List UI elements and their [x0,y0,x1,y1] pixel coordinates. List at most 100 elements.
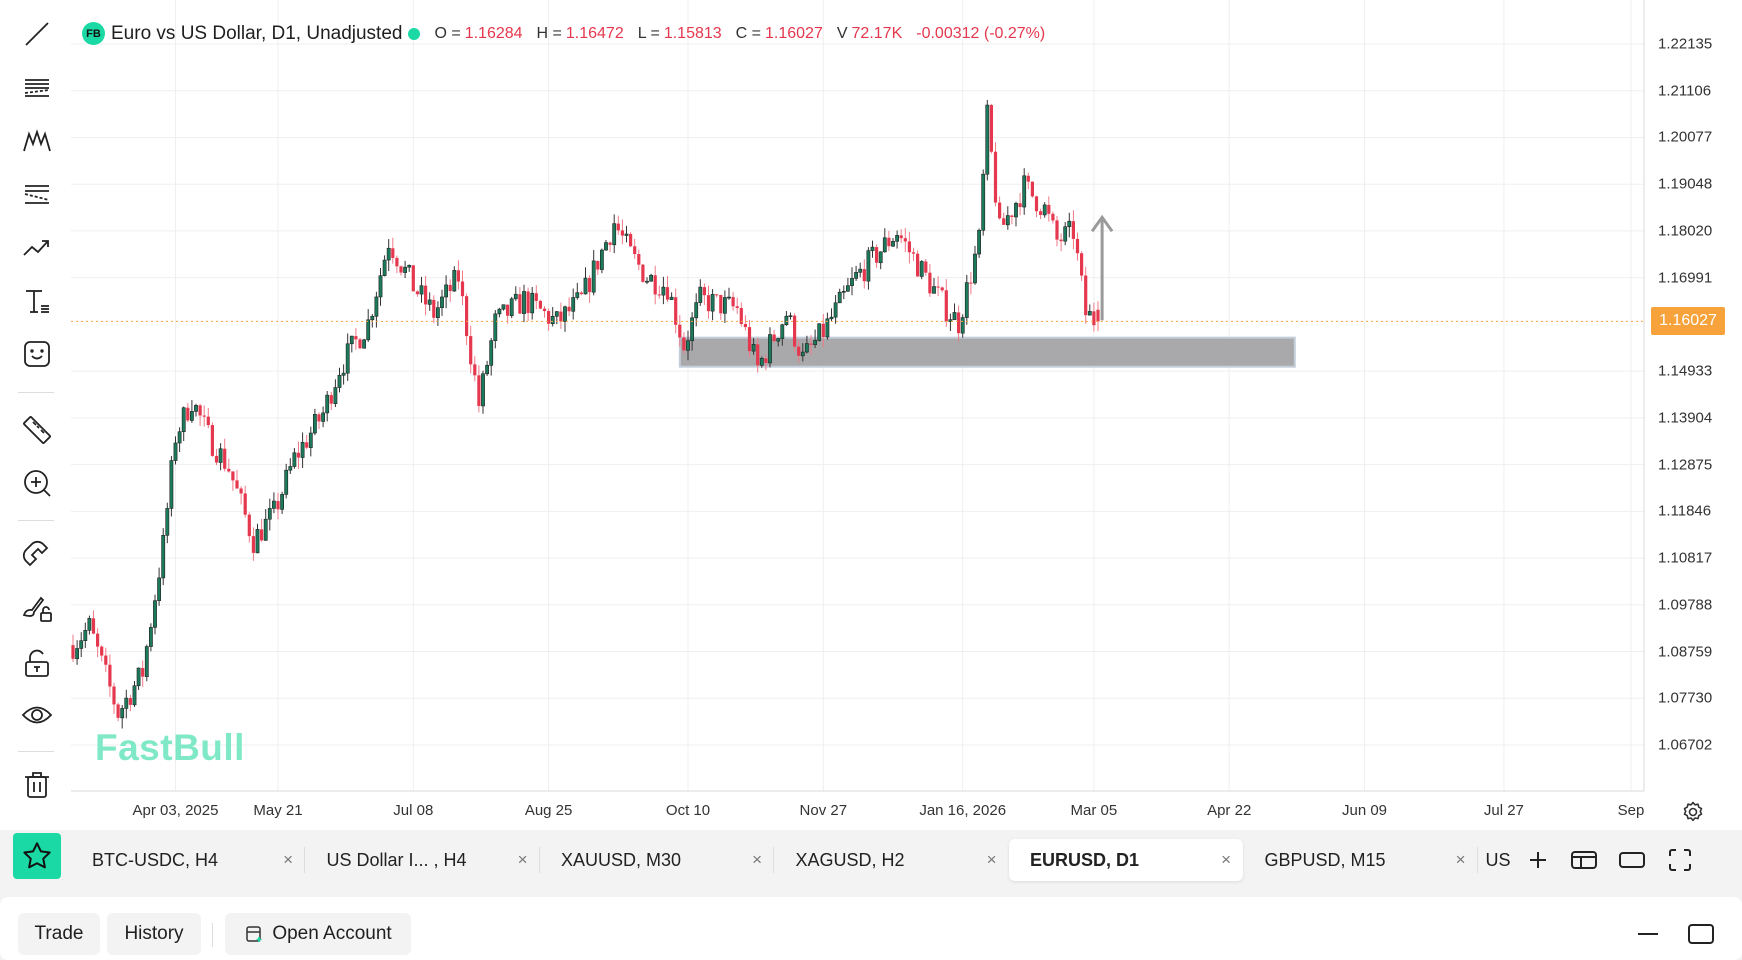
date-tick-label: Apr 22 [1207,802,1252,819]
chart-window: FB Euro vs US Dollar, D1, Unadjusted O =… [0,0,1742,830]
chart-tab[interactable]: US Dollar I... , H4 × [306,839,540,881]
candle-body [981,173,986,231]
minimize-panel-button[interactable] [1638,933,1658,935]
candle-body [919,261,924,277]
magnet-tool[interactable] [17,534,57,574]
brush-lock-tool[interactable] [17,588,57,628]
candle-body [608,242,612,245]
candle-body [1092,311,1096,326]
account-icon [246,926,262,942]
date-tick-label: Sep [1617,802,1645,819]
pattern-tool[interactable] [17,121,57,161]
candle-body [957,312,961,334]
tab-close-icon[interactable]: × [1221,850,1231,869]
candle-body [354,336,358,340]
open-account-button[interactable]: Open Account [225,913,411,955]
tab-close-icon[interactable]: × [283,850,293,869]
fullscreen-button[interactable] [1665,839,1695,881]
candle-body [731,297,735,307]
low-label: L = [637,24,660,42]
candle-body [325,394,330,414]
candle-body [477,375,481,406]
trend-line-tool[interactable] [17,14,57,54]
candle-body [948,319,953,322]
candle-body [756,344,760,366]
price-tick-label: 1.08759 [1658,643,1713,661]
price-tick-label: 1.22135 [1658,35,1713,53]
candle-body [747,327,752,352]
symbol-title[interactable]: Euro vs US Dollar, D1, Unadjusted [111,22,403,44]
candle-body [969,282,973,284]
candle-body [296,452,301,458]
tab-close-icon[interactable]: × [752,850,762,869]
candle-body [190,411,194,421]
history-button[interactable]: History [107,913,201,955]
date-tick-label: Apr 03, 2025 [132,802,219,819]
candle-body [1067,220,1072,228]
date-tick-label: Jan 16, 2026 [919,802,1007,819]
candle-body [337,374,342,388]
chart-tab[interactable]: XAUUSD, M30 × [540,839,774,881]
candle-body [374,296,379,317]
high-value: 1.16472 [565,24,624,42]
chart-tab[interactable]: BTC-USDC, H4 × [71,839,305,881]
eye-tool[interactable] [17,695,57,735]
candle-body [563,306,567,322]
chart-tab[interactable]: GBPUSD, M15 × [1244,839,1478,881]
candle-body [657,294,661,296]
layout-icon [1571,851,1597,869]
trade-button[interactable]: Trade [18,913,100,955]
text-tool[interactable] [17,281,57,321]
layout-button[interactable] [1569,839,1599,881]
candle-body [751,344,756,352]
candle-body [239,488,243,494]
emoji-tool[interactable] [17,334,57,374]
trash-icon [25,772,49,798]
candle-body [567,306,571,312]
path-tool[interactable] [17,228,57,268]
candle-body [415,291,419,295]
candle-body [960,317,965,334]
chart-tab[interactable]: EURUSD, D1 × [1009,839,1243,881]
candle-body [710,294,715,312]
candle-body [312,414,317,434]
trash-tool[interactable] [17,765,57,805]
candle-body [1051,213,1055,221]
candle-body [424,285,428,305]
candle-body [173,442,178,461]
price-tick-label: 1.18020 [1658,222,1713,240]
parallel-channel-tool[interactable] [17,68,57,108]
zoom-in-tool[interactable] [17,463,57,503]
chart-tab[interactable]: XAGUSD, H2 × [775,839,1009,881]
candle-body [690,317,695,342]
maximize-panel-button[interactable] [1688,924,1714,944]
candle-body [231,471,235,481]
fib-retracement-tool[interactable] [17,174,57,214]
candle-body [858,268,863,273]
candle-body [875,247,879,263]
candle-body [825,318,830,338]
more-tabs-button[interactable]: US [1483,839,1513,881]
candle-body [419,285,424,295]
single-layout-button[interactable] [1617,839,1647,881]
candle-body [845,285,850,292]
add-tab-button[interactable] [1523,839,1553,881]
lock-tool[interactable] [17,643,57,683]
price-chart[interactable] [0,0,1742,830]
tab-close-icon[interactable]: × [1455,850,1466,869]
candle-body [993,151,998,203]
candle-body [128,698,132,705]
candle-body [280,494,285,510]
settings-gear-icon[interactable] [1681,800,1705,824]
candle-body [612,223,617,246]
candle-body [104,655,108,665]
candle-body [391,248,395,258]
favorites-button[interactable] [13,833,61,879]
candle-body [345,343,350,374]
candle-body [599,249,604,270]
tab-close-icon[interactable]: × [986,850,997,869]
ruler-tool[interactable] [17,410,57,450]
tab-close-icon[interactable]: × [517,850,528,869]
candle-body [509,298,514,317]
candle-body [407,264,412,268]
